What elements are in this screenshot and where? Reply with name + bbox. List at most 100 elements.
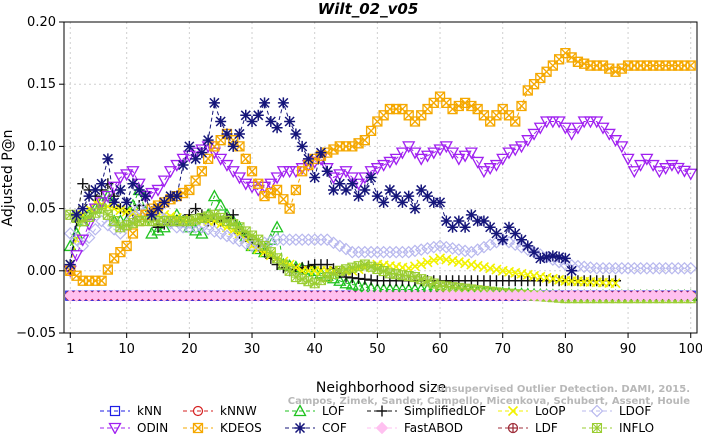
point-loop <box>453 257 464 268</box>
point-ldof <box>70 233 83 247</box>
point-inflo <box>303 276 314 287</box>
point-kdeos <box>365 125 377 136</box>
point-odin <box>151 184 165 197</box>
point-cof <box>428 196 440 208</box>
point-simplifiedlof <box>190 203 202 215</box>
legend-label-odin: ODIN <box>137 421 168 434</box>
point-cof <box>183 140 195 152</box>
point-cof <box>353 190 365 202</box>
point-cof <box>127 178 139 190</box>
point-odin <box>264 178 278 191</box>
point-ldof <box>208 225 221 238</box>
legend-label-ldf: LDF <box>535 421 558 434</box>
point-lof <box>151 223 165 236</box>
x-axis: 1 10 20 30 40 50 60 70 80 90 100 <box>66 333 702 357</box>
point-odin <box>552 116 566 129</box>
y-tick-label: 0.10 <box>27 139 56 154</box>
point-ldof <box>289 233 303 247</box>
point-odin <box>345 172 359 185</box>
point-cof <box>384 184 396 196</box>
legend-label-ldof: LDOF <box>619 404 651 418</box>
point-ldof <box>327 236 340 250</box>
point-cof <box>415 184 427 196</box>
point-odin <box>270 172 284 185</box>
point-cof <box>202 134 214 146</box>
point-ldof <box>653 261 666 275</box>
point-inflo <box>434 280 446 291</box>
point-odin <box>627 166 641 179</box>
point-kdeos <box>71 270 82 281</box>
point-kdeos <box>190 175 201 186</box>
point-lof <box>182 220 196 233</box>
point-simplifiedlof <box>346 272 358 284</box>
point-inflo <box>384 268 395 279</box>
x-tick-label: 50 <box>369 342 386 357</box>
point-ldof <box>352 245 365 259</box>
legend-marker-ldof <box>590 404 604 418</box>
point-odin <box>113 172 128 185</box>
point-ldof <box>88 222 102 236</box>
point-inflo <box>290 271 301 283</box>
point-cof <box>165 190 177 202</box>
point-kdeos <box>127 228 139 239</box>
point-odin <box>226 166 240 179</box>
point-ldof <box>358 245 372 259</box>
series-kdeos <box>65 47 696 286</box>
point-ldof <box>383 245 397 259</box>
legend-label-kdeos: KDEOS <box>220 421 262 434</box>
point-ldof <box>76 239 90 253</box>
point-cof <box>296 140 308 152</box>
point-loop <box>416 259 427 270</box>
point-odin <box>383 156 397 169</box>
point-ldof <box>345 245 359 259</box>
point-cof <box>146 209 158 221</box>
y-tick-label: 0.00 <box>27 264 56 279</box>
point-inflo <box>422 276 433 287</box>
point-kdeos <box>96 275 107 286</box>
point-loop <box>466 259 477 270</box>
legend-marker-ldf <box>507 422 519 434</box>
point-cof <box>447 221 459 233</box>
point-ldof <box>195 220 209 234</box>
point-ldof <box>132 202 146 215</box>
point-ldof <box>615 261 629 275</box>
point-odin <box>126 166 140 179</box>
legend-label-inflo: INFLO <box>619 421 654 434</box>
point-kdeos <box>240 153 251 164</box>
point-lof <box>339 276 353 289</box>
point-odin <box>333 169 347 182</box>
point-ldof <box>371 245 384 259</box>
point-ldof <box>427 240 441 254</box>
point-cof <box>246 116 258 128</box>
point-loop <box>485 263 496 274</box>
point-cof <box>484 221 496 233</box>
point-odin <box>652 166 666 179</box>
point-cof <box>541 251 553 263</box>
point-cof <box>390 190 402 202</box>
series-cof <box>64 97 578 277</box>
point-cof <box>158 196 170 208</box>
legend-item-cof: COF <box>285 421 347 434</box>
point-ldof <box>214 227 228 240</box>
point-cof <box>121 196 133 208</box>
point-ldof <box>596 261 610 275</box>
point-cof <box>396 196 408 208</box>
legend-item-inflo: INFLO <box>582 421 654 434</box>
point-kdeos <box>246 166 258 177</box>
point-ldof <box>471 243 484 257</box>
point-odin <box>69 250 84 263</box>
point-cof <box>77 203 89 215</box>
point-odin <box>395 147 410 160</box>
legend-label-cof: COF <box>322 421 347 434</box>
point-kdeos <box>121 240 132 252</box>
point-inflo <box>322 271 333 283</box>
point-loop <box>102 201 113 212</box>
point-kdeos <box>196 166 208 177</box>
point-ldof <box>220 229 234 243</box>
point-cof <box>290 128 302 140</box>
point-cof <box>64 259 76 271</box>
point-odin <box>659 163 673 176</box>
point-ldof <box>640 261 654 275</box>
